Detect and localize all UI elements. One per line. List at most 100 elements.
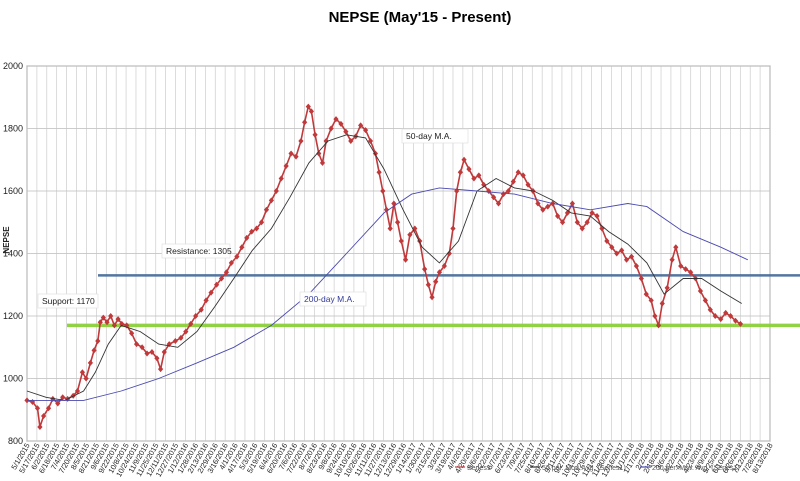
data-point bbox=[387, 225, 393, 232]
data-point bbox=[258, 219, 265, 226]
legend-label: 50 per. Mov. Avg. (Series1) bbox=[542, 465, 626, 472]
data-point bbox=[157, 366, 164, 373]
data-point bbox=[525, 181, 531, 188]
data-point bbox=[97, 319, 103, 326]
data-point bbox=[402, 256, 409, 263]
data-point bbox=[172, 338, 178, 344]
data-point bbox=[218, 275, 225, 282]
data-point bbox=[466, 166, 472, 173]
data-point bbox=[343, 128, 349, 135]
data-point bbox=[87, 359, 94, 366]
series-layer bbox=[24, 103, 748, 430]
data-point bbox=[316, 150, 322, 157]
data-point bbox=[293, 153, 299, 160]
data-point bbox=[228, 259, 234, 266]
data-point bbox=[333, 116, 339, 123]
data-point bbox=[678, 263, 684, 269]
data-point bbox=[648, 297, 654, 304]
data-point bbox=[707, 306, 713, 313]
ma200-annotation-box bbox=[299, 291, 367, 307]
y-tick-label: 1400 bbox=[3, 249, 23, 259]
data-point bbox=[111, 322, 118, 329]
support-annotation-box bbox=[37, 293, 99, 309]
data-point bbox=[643, 291, 649, 298]
data-point bbox=[249, 228, 255, 235]
resistance-annotation-box bbox=[161, 243, 231, 259]
data-point bbox=[244, 234, 250, 241]
data-point bbox=[183, 328, 189, 335]
data-point bbox=[338, 120, 344, 127]
data-point bbox=[273, 188, 279, 194]
legend-label: Series1 bbox=[467, 465, 491, 472]
support-annotation: Support: 1170 bbox=[37, 293, 99, 309]
data-point bbox=[198, 306, 204, 313]
series-2 bbox=[26, 134, 742, 401]
data-point bbox=[203, 297, 209, 304]
data-point bbox=[254, 225, 260, 232]
data-point bbox=[732, 317, 739, 324]
data-point bbox=[638, 275, 644, 282]
ma50-annotation-box bbox=[401, 128, 469, 144]
data-point bbox=[486, 188, 492, 194]
data-point bbox=[728, 313, 734, 319]
data-point bbox=[83, 375, 89, 382]
data-point bbox=[737, 320, 744, 327]
data-point bbox=[234, 253, 240, 260]
data-point bbox=[268, 197, 274, 204]
data-point bbox=[495, 200, 502, 207]
ma200-annotation: 200-day M.A. bbox=[299, 291, 367, 307]
data-point bbox=[161, 348, 167, 355]
data-point bbox=[559, 219, 566, 226]
grid bbox=[26, 65, 771, 442]
data-point bbox=[79, 369, 86, 376]
data-point bbox=[298, 138, 304, 144]
series-line bbox=[26, 134, 742, 401]
data-point bbox=[436, 269, 443, 276]
data-point bbox=[308, 108, 314, 115]
data-point bbox=[108, 313, 114, 319]
data-point bbox=[288, 150, 294, 157]
data-point bbox=[659, 300, 665, 307]
data-point bbox=[376, 169, 382, 176]
data-point bbox=[144, 350, 150, 357]
y-tick-label: 2000 bbox=[3, 61, 23, 71]
data-point bbox=[129, 330, 135, 337]
data-point bbox=[461, 156, 467, 163]
data-point bbox=[441, 263, 447, 269]
data-point bbox=[239, 244, 245, 251]
data-point bbox=[154, 355, 160, 362]
data-point bbox=[723, 309, 729, 316]
data-point bbox=[422, 266, 428, 273]
data-point bbox=[223, 269, 230, 276]
data-point bbox=[623, 256, 630, 263]
annotations: Support: 1170 Resistance: 1305 50-day M.A.… bbox=[37, 128, 469, 309]
data-point bbox=[500, 191, 507, 198]
data-point bbox=[283, 163, 289, 169]
data-point bbox=[278, 175, 284, 182]
data-point bbox=[510, 178, 516, 185]
y-tick-label: 1600 bbox=[3, 186, 23, 196]
data-point bbox=[433, 278, 439, 285]
data-point bbox=[574, 219, 580, 226]
data-point bbox=[407, 231, 413, 238]
data-point bbox=[628, 253, 635, 260]
data-point bbox=[358, 122, 364, 129]
data-point bbox=[429, 294, 435, 301]
y-tick-label: 1000 bbox=[3, 374, 23, 384]
data-point bbox=[55, 400, 61, 407]
data-point bbox=[555, 213, 561, 219]
data-point bbox=[697, 288, 704, 294]
data-point bbox=[213, 281, 220, 288]
data-point bbox=[302, 119, 308, 126]
data-point bbox=[471, 175, 477, 182]
data-point bbox=[655, 322, 662, 329]
series-1 bbox=[24, 103, 744, 430]
legend-entry: Series1 bbox=[455, 465, 491, 472]
data-point bbox=[589, 209, 595, 216]
data-point bbox=[178, 334, 184, 341]
data-point bbox=[362, 127, 369, 134]
data-point bbox=[91, 347, 97, 354]
data-point bbox=[323, 138, 329, 144]
ma200-annotation-text: 200-day M.A. bbox=[304, 294, 355, 304]
